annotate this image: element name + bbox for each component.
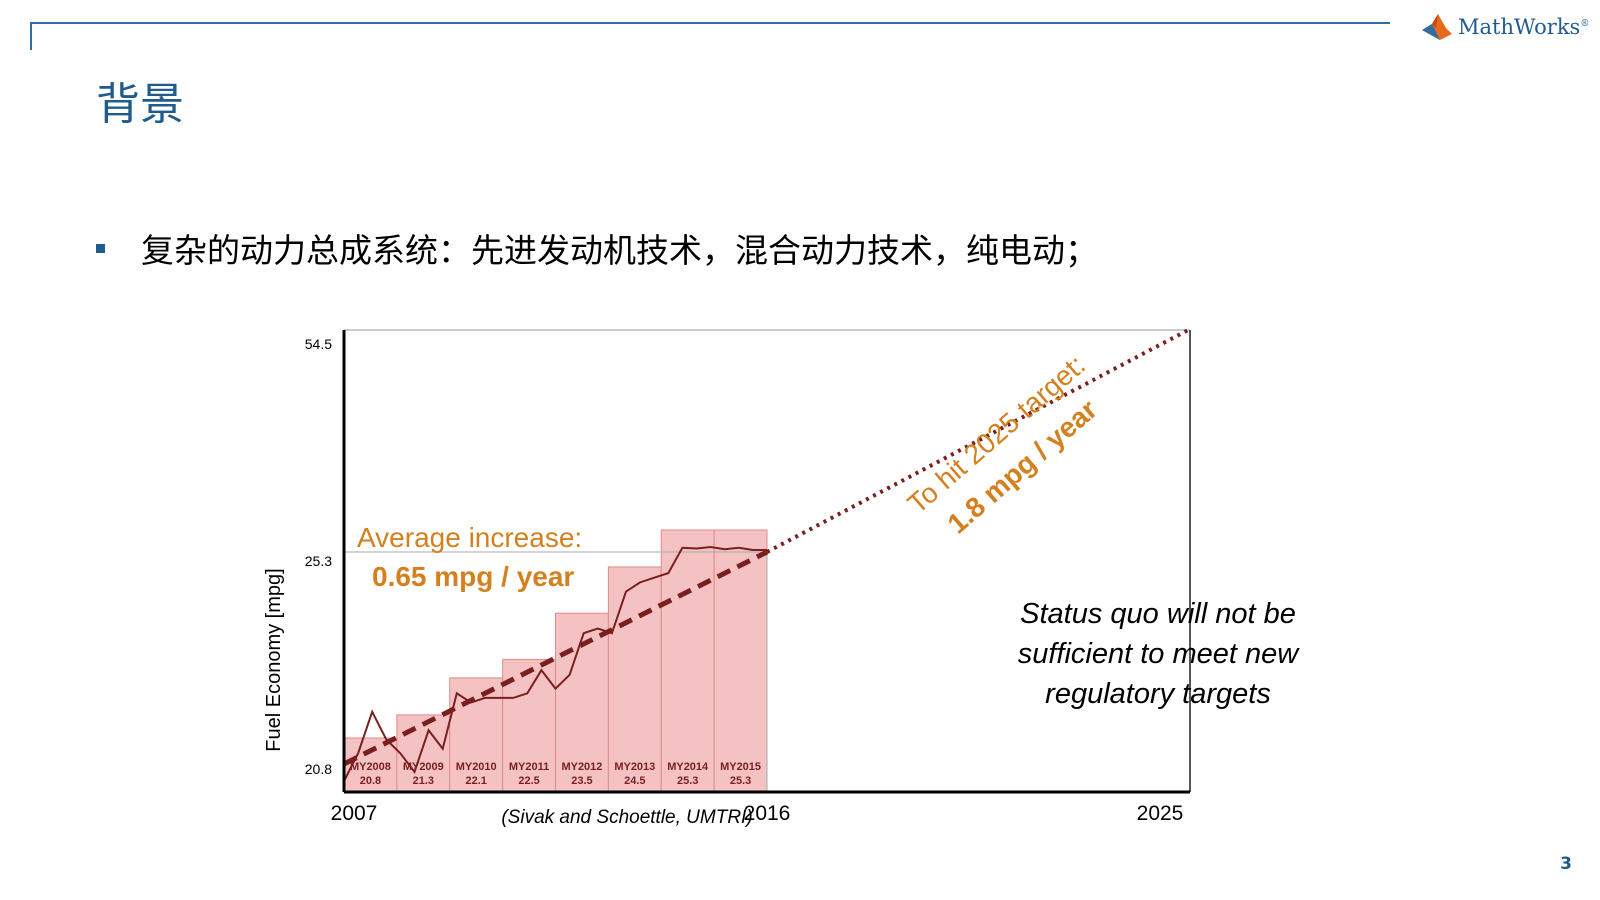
status-quo-note: regulatory targets [1045, 678, 1271, 710]
avg-increase-label: Average increase: [357, 522, 582, 553]
observed-trend-line [342, 549, 769, 767]
bar-value-label: 25.3 [730, 775, 751, 787]
source-citation: (Sivak and Schoettle, UMTRI) [501, 807, 752, 828]
bar-category-label: MY2012 [561, 761, 602, 773]
bar-category-label: MY2013 [614, 761, 655, 773]
logo-text: MathWorks® [1458, 15, 1590, 39]
bar [607, 566, 662, 793]
bar-category-label: MY2009 [403, 761, 444, 773]
bar-category-label: MY2008 [350, 761, 391, 773]
x-tick-label: 2016 [744, 802, 791, 825]
bar-value-label: 20.8 [360, 775, 381, 787]
monthly-fuel-economy-line [343, 546, 767, 782]
bar-value-label: 24.5 [624, 775, 645, 787]
bullet-square-icon [96, 243, 105, 253]
bar-value-label: 23.5 [571, 775, 592, 787]
x-tick-label: 2007 [331, 802, 378, 825]
bar-category-label: MY2015 [720, 761, 761, 773]
membrane-logo-icon [1422, 14, 1452, 40]
bar-value-label: 22.1 [465, 775, 486, 787]
bar-value-label: 21.3 [413, 775, 434, 787]
header-rule-tick [30, 22, 32, 50]
bar-category-label: MY2010 [456, 761, 497, 773]
bullet-item: 复杂的动力总成系统：先进发动机技术，混合动力技术，纯电动； [96, 224, 1098, 272]
status-quo-note: Status quo will not be [1020, 598, 1296, 630]
page-title: 背景 [96, 79, 184, 130]
bar [660, 529, 715, 793]
bar-category-label: MY2014 [667, 761, 709, 773]
bar [396, 714, 451, 793]
bar-value-label: 25.3 [677, 775, 698, 787]
y-axis-label: Fuel Economy [mpg] [263, 568, 285, 751]
bar [713, 529, 768, 793]
bar-value-label: 22.5 [518, 775, 539, 787]
page-number: 3 [1560, 854, 1572, 874]
y-tick-label: 25.3 [305, 553, 332, 569]
bar-category-label: MY2011 [509, 761, 549, 773]
mathworks-logo: MathWorks® [1420, 12, 1589, 42]
header-rule [30, 22, 1390, 24]
avg-increase-value: 0.65 mpg / year [372, 561, 574, 592]
x-tick-label: 2025 [1137, 802, 1184, 825]
y-tick-label: 20.8 [305, 761, 332, 777]
bullet-text: 复杂的动力总成系统：先进发动机技术，混合动力技术，纯电动； [141, 231, 1098, 270]
y-tick-label: 54.5 [305, 336, 332, 352]
status-quo-note: sufficient to meet new [1018, 638, 1301, 670]
